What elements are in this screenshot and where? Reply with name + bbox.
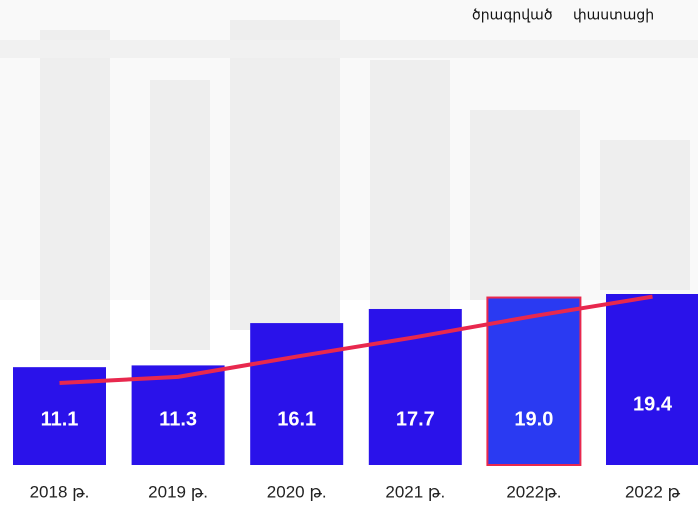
x-tick-label: 2019 թ. — [148, 482, 208, 501]
bar — [606, 294, 698, 465]
x-tick-label: 2022 թ — [625, 482, 681, 501]
value-label: 19.4 — [633, 393, 673, 415]
legend-label: փաստացի — [573, 7, 654, 23]
x-tick-label: 2018 թ. — [30, 482, 90, 501]
value-label: 16.1 — [277, 408, 316, 430]
value-label: 11.3 — [159, 408, 197, 430]
chart: ծրագրված փաստացի 2018 թ. 2019 թ. 2020 թ. 2021… — [0, 0, 698, 511]
legend-label: ծրագրված — [472, 7, 553, 23]
x-tick-label: 2021 թ. — [385, 482, 445, 501]
x-tick-label: 2020 թ. — [267, 482, 327, 501]
x-tick-label: 2022թ. — [506, 482, 561, 501]
bar — [250, 323, 343, 465]
value-label: 19.0 — [514, 408, 553, 430]
page: {"chart_data": {"type": "bar-line", "leg… — [0, 0, 698, 511]
value-label: 17.7 — [396, 408, 435, 430]
value-label: 11.1 — [41, 408, 79, 430]
